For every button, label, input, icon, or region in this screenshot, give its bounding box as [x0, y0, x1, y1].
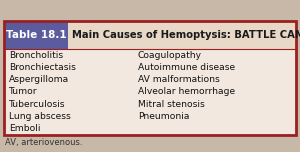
- Text: Main Causes of Hemoptysis: BATTLE CAMP: Main Causes of Hemoptysis: BATTLE CAMP: [72, 30, 300, 40]
- Text: Coagulopathy: Coagulopathy: [138, 51, 202, 60]
- Text: Tuberculosis: Tuberculosis: [9, 100, 65, 109]
- Text: Broncholitis: Broncholitis: [9, 51, 63, 60]
- Text: Emboli: Emboli: [9, 124, 40, 133]
- Text: Bronchiectasis: Bronchiectasis: [9, 63, 76, 72]
- Text: AV, arteriovenous.: AV, arteriovenous.: [5, 138, 82, 147]
- Text: Pneumonia: Pneumonia: [138, 112, 189, 121]
- Text: Autoimmune disease: Autoimmune disease: [138, 63, 235, 72]
- Text: Mitral stenosis: Mitral stenosis: [138, 100, 205, 109]
- Text: Alveolar hemorrhage: Alveolar hemorrhage: [138, 87, 235, 97]
- Text: AV malformations: AV malformations: [138, 75, 220, 84]
- Text: Lung abscess: Lung abscess: [9, 112, 71, 121]
- Text: Aspergilloma: Aspergilloma: [9, 75, 69, 84]
- Text: Table 18.1: Table 18.1: [5, 30, 66, 40]
- Text: Tumor: Tumor: [9, 87, 38, 97]
